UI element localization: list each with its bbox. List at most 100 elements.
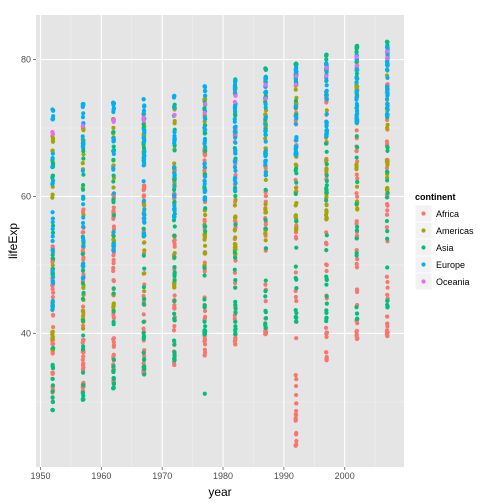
data-point: [232, 178, 237, 183]
data-point: [354, 305, 359, 310]
data-point: [354, 95, 359, 100]
data-point: [141, 112, 146, 117]
data-point: [81, 344, 86, 349]
data-point: [172, 112, 177, 118]
legend-swatch: [421, 262, 426, 267]
data-point: [294, 69, 299, 74]
data-point: [111, 151, 116, 157]
data-point: [324, 262, 329, 268]
data-point: [384, 225, 389, 230]
data-point: [263, 115, 268, 120]
data-point: [354, 63, 359, 68]
data-point: [385, 67, 390, 73]
data-point: [385, 314, 390, 319]
data-point: [203, 127, 208, 132]
data-point: [50, 329, 55, 335]
data-point: [232, 215, 238, 220]
data-point: [111, 313, 116, 318]
data-point: [263, 308, 268, 313]
data-point: [294, 438, 299, 444]
data-point: [294, 408, 299, 414]
data-point: [203, 212, 208, 218]
data-point: [232, 109, 238, 114]
data-point: [141, 350, 146, 355]
data-point: [142, 207, 147, 212]
data-point: [81, 156, 86, 161]
data-point: [354, 253, 359, 258]
data-point: [80, 138, 86, 143]
data-point: [50, 192, 55, 197]
data-point: [141, 104, 147, 109]
data-point: [263, 294, 268, 299]
x-tick-label: 1980: [213, 471, 233, 481]
data-point: [141, 219, 147, 224]
data-point: [81, 318, 86, 323]
data-point: [385, 229, 390, 234]
data-point: [203, 148, 208, 154]
x-tick-label: 1960: [91, 471, 111, 481]
data-point: [263, 173, 269, 178]
data-point: [233, 193, 238, 199]
data-point: [294, 171, 299, 176]
data-point: [50, 386, 55, 391]
data-point: [111, 233, 116, 239]
data-point: [80, 275, 86, 280]
data-point: [354, 311, 360, 316]
data-point: [385, 104, 390, 109]
data-point: [202, 308, 208, 314]
data-point: [80, 390, 86, 395]
data-point: [233, 328, 238, 333]
data-point: [81, 304, 86, 309]
data-point: [141, 108, 147, 113]
data-point: [293, 270, 298, 275]
data-point: [202, 332, 207, 337]
data-point: [355, 76, 360, 81]
data-point: [111, 375, 116, 381]
data-point: [142, 216, 147, 221]
data-point: [233, 299, 238, 304]
data-point: [324, 178, 329, 184]
data-point: [50, 366, 56, 371]
data-point: [354, 261, 359, 267]
data-point: [111, 139, 116, 144]
y-tick-label: 80: [21, 55, 31, 65]
data-point: [172, 274, 177, 279]
data-point: [51, 290, 56, 295]
data-point: [232, 228, 237, 233]
data-point: [355, 194, 360, 199]
data-point: [232, 125, 237, 130]
data-point: [293, 98, 299, 103]
legend-swatch: [421, 211, 426, 216]
data-point: [355, 321, 360, 326]
data-point: [172, 238, 177, 243]
data-point: [202, 353, 207, 358]
data-point: [111, 205, 116, 210]
data-point: [202, 305, 207, 310]
data-point: [385, 333, 390, 339]
data-point: [172, 270, 177, 275]
data-point: [50, 371, 56, 376]
data-point: [324, 282, 329, 287]
data-point: [354, 155, 359, 160]
data-point: [324, 149, 329, 154]
data-point: [142, 353, 147, 359]
data-point: [324, 319, 329, 324]
data-point: [233, 306, 238, 311]
data-point: [203, 206, 208, 211]
data-point: [172, 306, 177, 311]
data-point: [263, 231, 268, 236]
data-point: [293, 150, 298, 155]
data-point: [80, 161, 85, 166]
data-point: [294, 298, 299, 304]
data-point: [141, 319, 146, 324]
data-point: [293, 412, 298, 417]
data-point: [233, 130, 238, 135]
data-point: [141, 336, 146, 341]
data-point: [293, 308, 298, 313]
data-point: [50, 274, 56, 280]
data-point: [80, 230, 85, 235]
data-point: [385, 298, 390, 303]
data-point: [263, 132, 268, 137]
data-point: [142, 128, 147, 133]
data-point: [233, 222, 238, 227]
